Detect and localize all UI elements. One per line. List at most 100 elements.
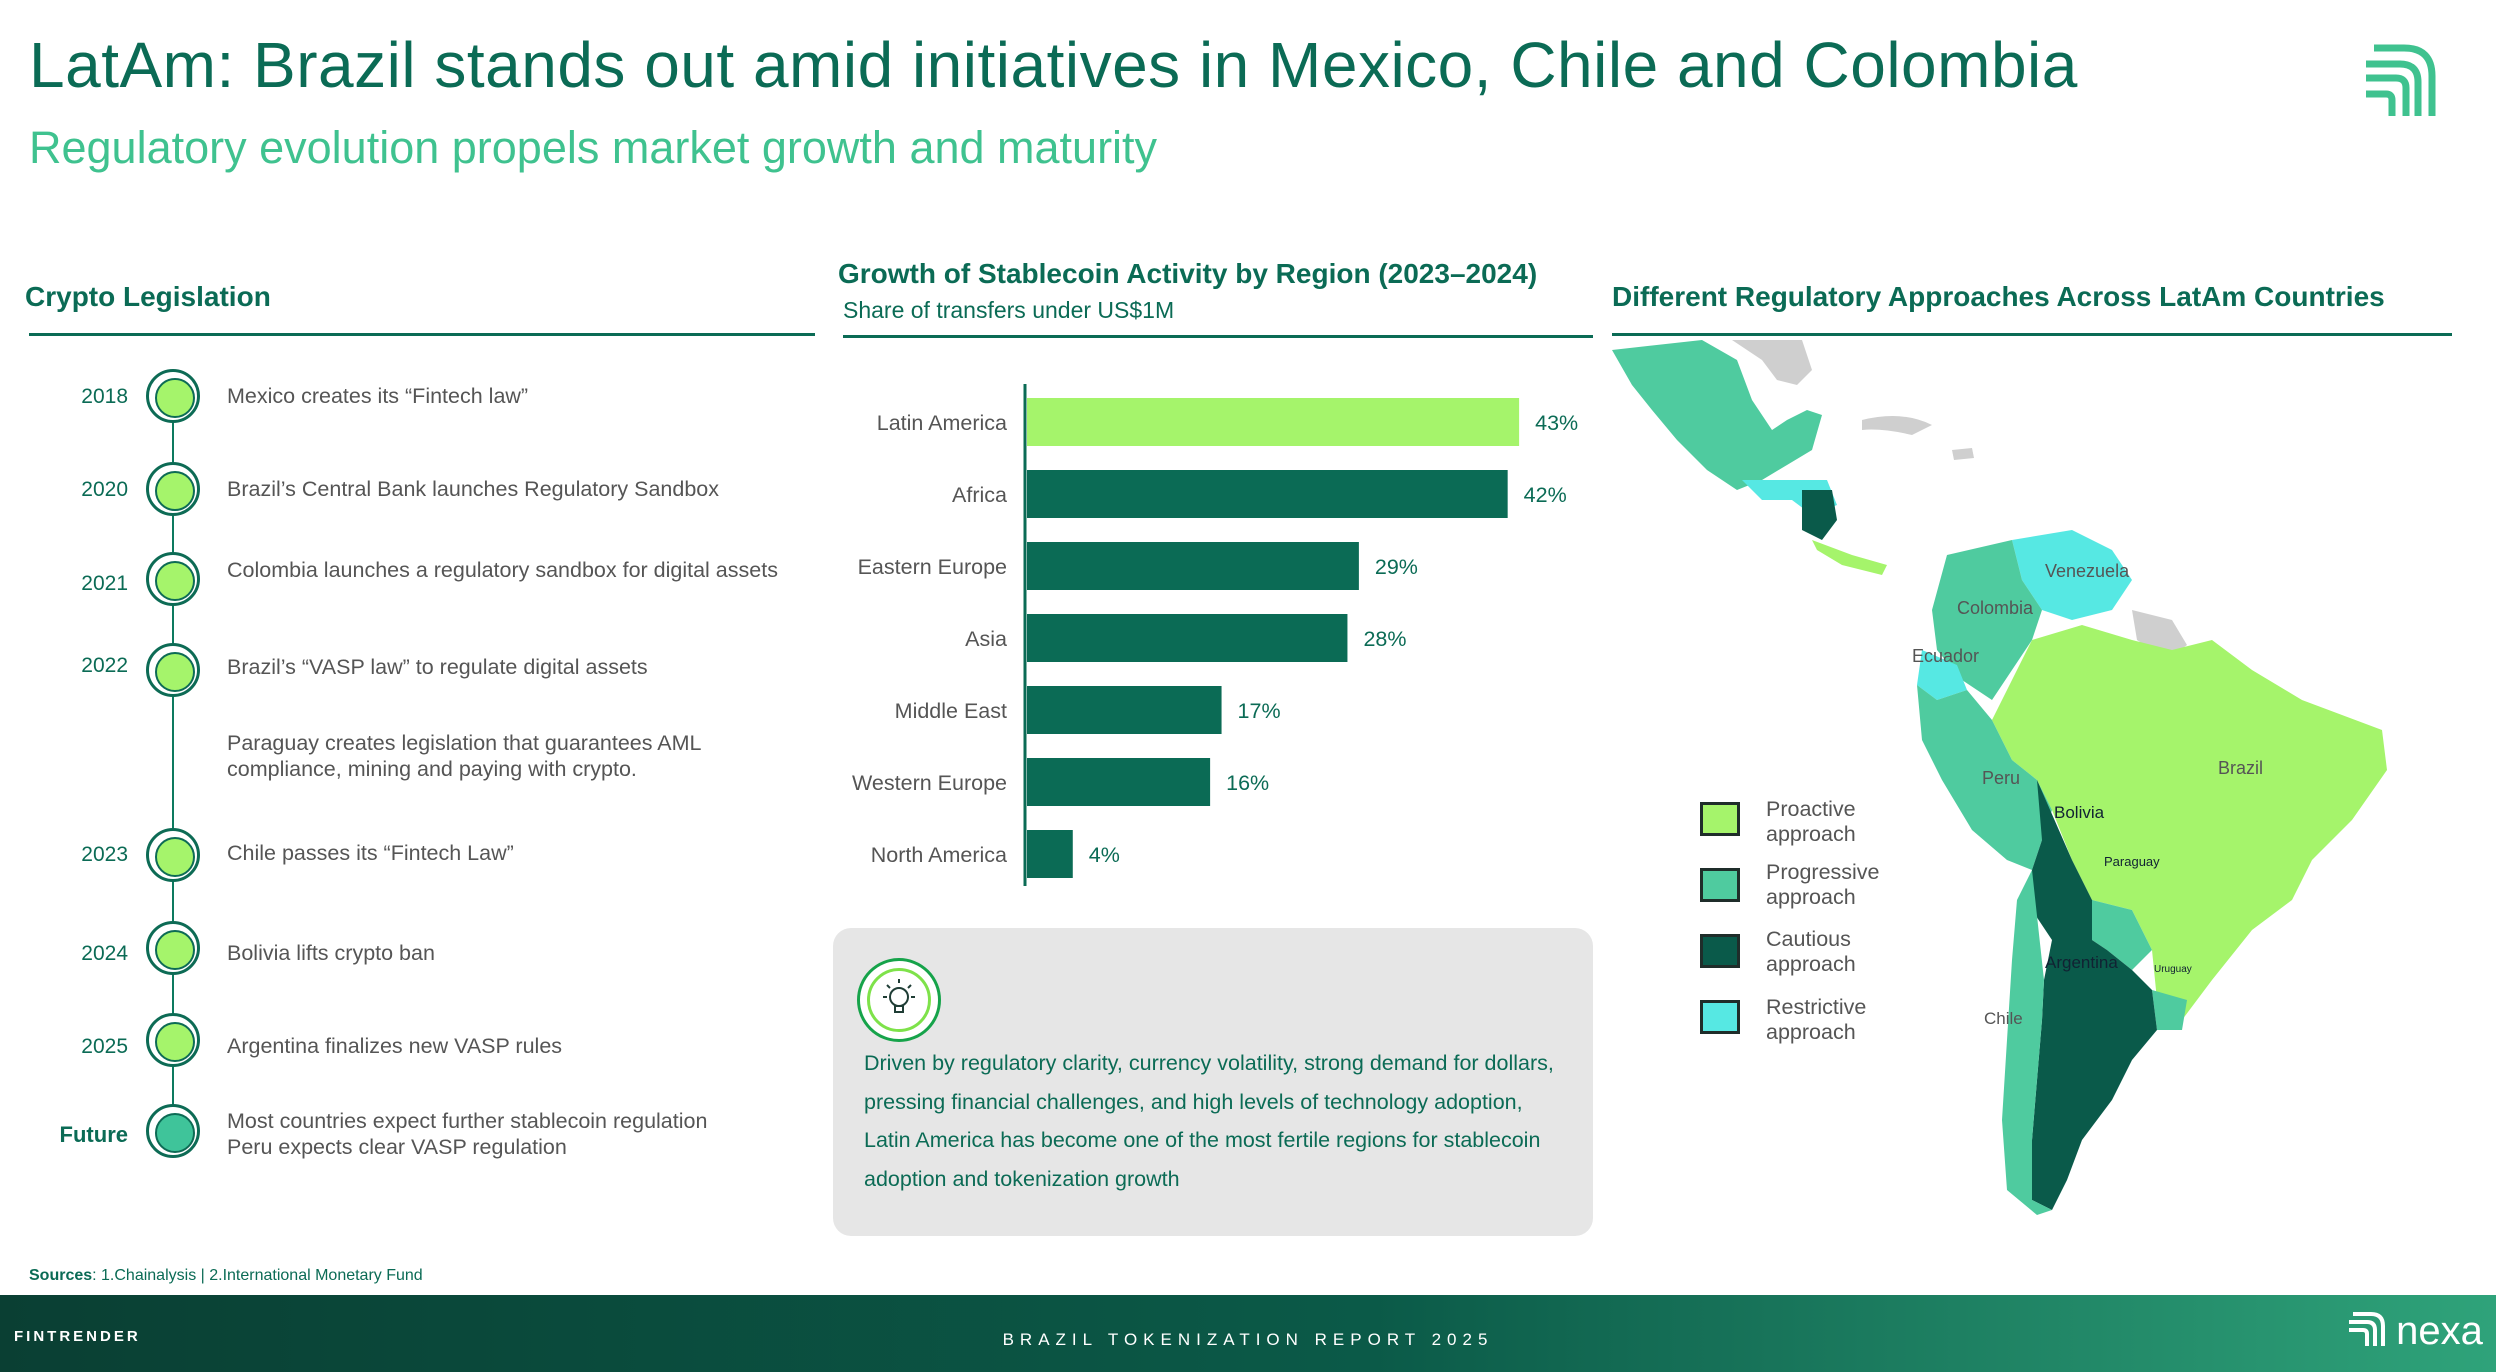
- nexa-mark-icon: [2349, 1312, 2385, 1346]
- legend-swatch: [1700, 934, 1740, 968]
- timeline-node: [146, 643, 200, 697]
- nexa-wordmark: nexa: [2396, 1309, 2483, 1353]
- caribbean-island: [1952, 448, 1974, 460]
- timeline-year: 2024: [81, 942, 128, 965]
- bar-category-label: Africa: [952, 483, 1007, 507]
- sources-text: : 1.Chainalysis | 2.International Moneta…: [92, 1267, 423, 1284]
- legend-swatch: [1700, 868, 1740, 902]
- peru-shape: [1917, 685, 2052, 870]
- bar-western-europe: [1027, 758, 1211, 806]
- timeline-line: [172, 392, 174, 1132]
- timeline-node: [146, 921, 200, 975]
- report-name: BRAZIL TOKENIZATION REPORT 2025: [1002, 1330, 1494, 1349]
- bar-middle-east: [1027, 686, 1222, 734]
- bar-value-label: 17%: [1238, 699, 1281, 723]
- timeline-text: Paraguay creates legislation that guaran…: [227, 731, 701, 781]
- chile-shape: [2002, 870, 2052, 1215]
- chart-title: Growth of Stablecoin Activity by Region …: [838, 258, 1538, 289]
- timeline-year: 2020: [81, 478, 128, 501]
- timeline-node: [146, 1013, 200, 1067]
- bar-eastern-europe: [1027, 542, 1359, 590]
- venezuela-shape: [2012, 530, 2132, 620]
- sources-note: Sources: 1.Chainalysis | 2.International…: [29, 1267, 423, 1285]
- timeline-year: 2022: [81, 654, 128, 677]
- cuba-land: [1862, 416, 1932, 435]
- timeline-node: [146, 369, 200, 423]
- timeline-text: Brazil’s Central Bank launches Regulator…: [227, 477, 719, 501]
- usa-land: [1732, 340, 1812, 385]
- map-heading: Different Regulatory Approaches Across L…: [1612, 281, 2385, 312]
- mexico-shape: [1612, 340, 1822, 490]
- timeline-year: 2025: [81, 1035, 128, 1058]
- footer-bar: FINTRENDER BRAZIL TOKENIZATION REPORT 20…: [0, 1295, 2496, 1372]
- latam-map: Venezuela Colombia Ecuador Peru Brazil B…: [1612, 340, 2387, 1215]
- bar-category-label: Latin America: [877, 411, 1007, 435]
- timeline-text: Most countries expect further stablecoin…: [227, 1109, 708, 1159]
- label-colombia: Colombia: [1957, 598, 2034, 618]
- legend-label: Restrictive approach: [1766, 995, 1867, 1044]
- nexa-footer-logo: nexa: [2345, 1309, 2483, 1354]
- label-peru: Peru: [1982, 768, 2020, 788]
- label-bolivia: Bolivia: [2054, 803, 2105, 822]
- bar-value-label: 42%: [1524, 483, 1567, 507]
- bar-category-label: Eastern Europe: [858, 555, 1007, 579]
- bar-value-label: 43%: [1535, 411, 1578, 435]
- lightbulb-badge: [857, 958, 941, 1042]
- label-uruguay: Uruguay: [2154, 964, 2192, 975]
- bar-value-label: 28%: [1363, 627, 1406, 651]
- label-argentina: Argentina: [2045, 953, 2118, 972]
- page-subtitle: Regulatory evolution propels market grow…: [29, 122, 1158, 173]
- stablecoin-bar-chart: Latin America 43% Africa 42% Eastern Europe 2…: [852, 384, 1578, 886]
- timeline-year: 2018: [81, 385, 128, 408]
- nicaragua-shape: [1802, 490, 1837, 540]
- colombia-shape: [1932, 540, 2042, 700]
- bar-value-label: 29%: [1375, 555, 1418, 579]
- label-chile: Chile: [1984, 1009, 2023, 1028]
- bar-category-label: North America: [871, 843, 1007, 867]
- bar-value-label: 4%: [1089, 843, 1120, 867]
- brazil-shape: [1992, 625, 2387, 1020]
- timeline-text: Bolivia lifts crypto ban: [227, 941, 435, 965]
- timeline-text: Brazil’s “VASP law” to regulate digital …: [227, 655, 648, 679]
- legend-label: Cautious approach: [1766, 927, 1856, 976]
- map-divider: [1612, 333, 2452, 336]
- insight-text: Driven by regulatory clarity, currency v…: [864, 1051, 1554, 1191]
- label-ecuador: Ecuador: [1912, 646, 1979, 666]
- bar-category-label: Western Europe: [852, 771, 1007, 795]
- argentina-shape: [2032, 940, 2157, 1210]
- legislation-divider: [29, 333, 815, 336]
- page-title: LatAm: Brazil stands out amid initiative…: [29, 29, 2078, 101]
- timeline-node: [146, 462, 200, 516]
- uruguay-shape: [2152, 990, 2187, 1030]
- timeline-year: 2023: [81, 843, 128, 866]
- label-paraguay: Paraguay: [2104, 854, 2160, 869]
- timeline-year: 2021: [81, 572, 128, 595]
- timeline-node: [146, 1104, 200, 1158]
- chart-divider: [843, 335, 1593, 338]
- paraguay-shape: [2092, 900, 2152, 970]
- timeline-text: Argentina finalizes new VASP rules: [227, 1034, 563, 1058]
- timeline-year: Future: [59, 1122, 128, 1147]
- bar-category-label: Asia: [965, 627, 1007, 651]
- panama-shape: [1812, 540, 1887, 575]
- timeline-node: [146, 828, 200, 882]
- bar-latin-america: [1027, 398, 1520, 446]
- legend-swatch: [1700, 1000, 1740, 1034]
- bar-africa: [1027, 470, 1508, 518]
- insight-box: Driven by regulatory clarity, currency v…: [833, 928, 1593, 1236]
- timeline-node: [146, 552, 200, 606]
- bar-value-label: 16%: [1226, 771, 1269, 795]
- legend-label: Proactive approach: [1766, 797, 1856, 846]
- legislation-heading: Crypto Legislation: [25, 281, 271, 312]
- bar-category-label: Middle East: [895, 699, 1007, 723]
- guianas-land: [2132, 610, 2187, 660]
- legend-swatch: [1700, 802, 1740, 836]
- bar-asia: [1027, 614, 1348, 662]
- lightbulb-ring: [867, 968, 931, 1032]
- timeline-text: Mexico creates its “Fintech law”: [227, 384, 529, 408]
- label-brazil: Brazil: [2218, 758, 2263, 778]
- fintrender-logo: FINTRENDER: [14, 1328, 141, 1345]
- sources-label: Sources: [29, 1267, 93, 1284]
- lightbulb-icon: [883, 979, 915, 1013]
- chart-subtitle: Share of transfers under US$1M: [843, 297, 1175, 323]
